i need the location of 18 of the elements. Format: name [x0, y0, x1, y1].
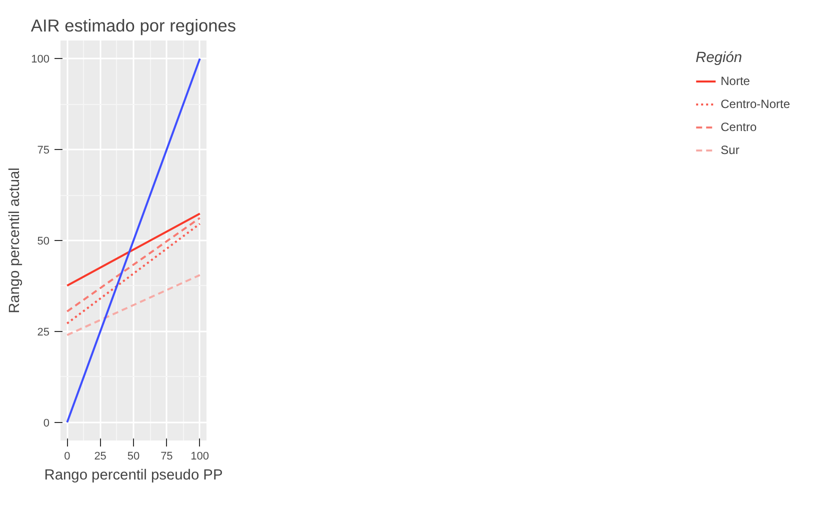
y-axis-title: Rango percentil actual — [7, 168, 24, 314]
y-tick-label: 50 — [37, 236, 50, 248]
x-tick-label: 0 — [64, 450, 70, 462]
legend-label: Norte — [720, 74, 750, 88]
legend-label: Centro — [720, 120, 757, 134]
legend-label: Sur — [720, 143, 740, 157]
y-tick-label: 25 — [37, 326, 50, 338]
x-tick-label: 25 — [94, 450, 106, 462]
y-tick-label: 0 — [43, 417, 50, 430]
y-tick-label: 75 — [37, 144, 50, 157]
x-tick-label: 100 — [190, 450, 210, 462]
x-axis-title: Rango percentil pseudo PP — [44, 468, 223, 484]
y-tick-label: 100 — [31, 54, 50, 66]
legend-label: Centro-Norte — [720, 97, 790, 111]
x-tick-label: 50 — [127, 450, 140, 462]
x-tick-label: 75 — [160, 450, 173, 462]
legend-title: Región — [696, 50, 744, 66]
chart-title: AIR estimado por regiones — [30, 16, 236, 36]
